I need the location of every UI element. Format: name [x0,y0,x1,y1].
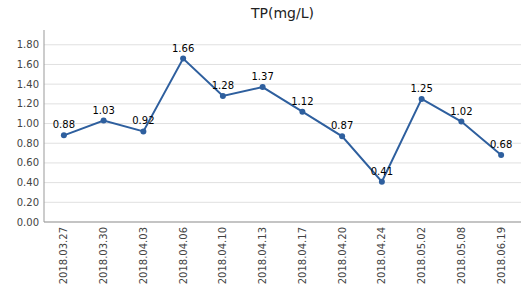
y-tick-label: 0.00 [17,217,39,228]
y-tick-label: 1.00 [17,118,39,129]
grid-line [44,44,521,45]
grid-line [44,143,521,144]
line [64,59,501,182]
y-tick-label: 0.60 [17,157,39,168]
data-label: 1.25 [410,83,432,94]
point [101,118,107,124]
grid-line [44,162,521,163]
point [299,109,305,115]
grid-line [44,182,521,183]
data-label: 1.28 [212,80,234,91]
grid-line [44,84,521,85]
y-tick-label: 0.40 [17,177,39,188]
grid-line [44,202,521,203]
data-label: 1.12 [291,96,313,107]
grid-line [44,103,521,104]
point [498,152,504,158]
marks [61,56,504,185]
x-tick-label: 2018.04.17 [297,227,308,284]
data-label: 0.92 [132,115,154,126]
y-axis-line [44,30,45,222]
y-tick-label: 1.60 [17,59,39,70]
y-axis: 0.00 0.20 0.40 0.60 0.80 1.00 1.20 1.40 1.60 1.80 [17,30,521,228]
x-axis-line [44,222,521,223]
x-tick-label: 2018.04.20 [337,227,348,284]
point [260,84,266,90]
y-tick-label: 0.80 [17,138,39,149]
data-label: 1.03 [92,105,114,116]
point [220,93,226,99]
data-label: 1.66 [172,43,194,54]
x-tick-label: 2018.05.08 [456,227,467,284]
grid-line [44,64,521,65]
chart: TP(mg/L) 0.00 0.20 0.40 0.60 0.80 1.00 1.20 1.40… [0,0,531,292]
x-tick-label: 2018.04.13 [257,227,268,284]
data-labels: 0.88 1.03 0.92 1.66 1.28 1.37 1.12 0.87 0.41 1.25… [53,43,513,177]
x-tick-label: 2018.04.06 [178,227,189,284]
x-tick-label: 2018.04.10 [217,227,228,284]
point [339,133,345,139]
data-label: 0.87 [331,120,353,131]
point [379,179,385,185]
y-tick-label: 1.80 [17,39,39,50]
point [140,128,146,134]
x-tick-label: 2018.06.19 [496,227,507,284]
y-tick-label: 1.20 [17,98,39,109]
x-tick-label: 2018.04.03 [138,227,149,284]
data-label: 1.37 [251,71,273,82]
y-tick-label: 0.20 [17,197,39,208]
data-label: 0.68 [490,139,512,150]
x-axis: 2018.03.27 2018.03.30 2018.04.03 2018.04.06… [58,227,506,284]
x-tick-label: 2018.05.02 [416,227,427,284]
x-tick-label: 2018.03.30 [98,227,109,284]
data-label: 1.02 [450,106,472,117]
y-tick-label: 1.40 [17,79,39,90]
grid-line [44,222,521,223]
point [180,56,186,62]
x-tick-label: 2018.03.27 [58,227,69,284]
point [419,96,425,102]
data-label: 0.88 [53,119,75,130]
x-tick-label: 2018.04.24 [376,227,387,284]
point [61,132,67,138]
point [458,119,464,125]
data-label: 0.41 [371,166,393,177]
title: TP(mg/L) [250,5,314,21]
